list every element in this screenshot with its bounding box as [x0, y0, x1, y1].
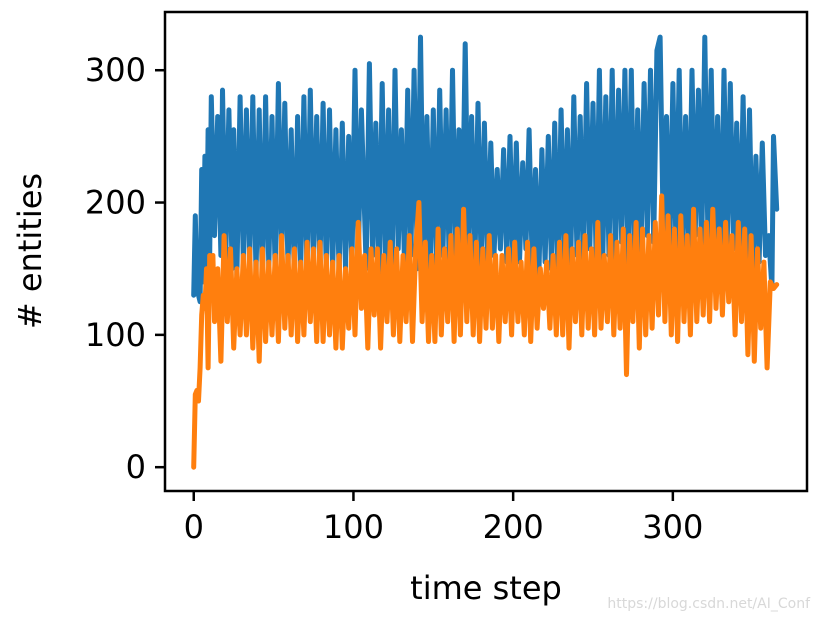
- series-line-1: [191, 34, 780, 305]
- series-line-2: [191, 193, 780, 470]
- x-axis: 0 100 200 300: [184, 491, 703, 546]
- x-tick-label: 100: [323, 508, 384, 546]
- x-tick-label: 300: [642, 508, 703, 546]
- x-tick-label: 200: [483, 508, 544, 546]
- y-tick-label: 0: [126, 448, 146, 486]
- y-axis-label: # entities: [11, 173, 49, 329]
- watermark: https://blog.csdn.net/AI_Conf: [607, 596, 810, 612]
- y-tick-label: 300: [85, 51, 146, 89]
- x-tick-label: 0: [184, 508, 204, 546]
- plot-lines: [191, 34, 780, 470]
- x-axis-label: time step: [410, 569, 562, 607]
- y-tick-label: 100: [85, 316, 146, 354]
- y-axis: 0 100 200 300: [85, 51, 165, 486]
- plot-area-frame: [163, 10, 809, 493]
- y-tick-label: 200: [85, 184, 146, 222]
